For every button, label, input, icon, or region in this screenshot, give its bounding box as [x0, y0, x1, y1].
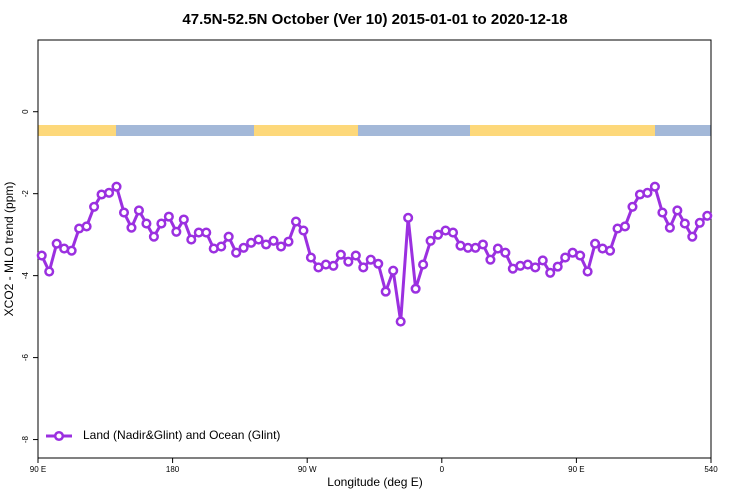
data-point [642, 187, 653, 198]
data-point [186, 234, 197, 245]
land-band [38, 125, 116, 136]
x-tick-label: 540 [704, 465, 718, 474]
data-point [582, 266, 593, 277]
data-point [103, 187, 115, 198]
y-tick-label: -4 [21, 272, 30, 280]
data-point [694, 217, 705, 228]
data-point [171, 226, 182, 237]
y-tick-label: -6 [21, 353, 30, 361]
legend-label: Land (Nadir&Glint) and Ocean (Glint) [83, 428, 280, 442]
data-point [545, 267, 556, 278]
data-point [118, 207, 130, 218]
data-point [373, 258, 384, 269]
data-point [380, 286, 391, 297]
x-tick-label: 90 E [30, 465, 46, 474]
data-point [328, 260, 339, 271]
data-point [253, 234, 264, 245]
data-point [403, 212, 414, 223]
data-point [350, 250, 361, 261]
y-tick-label: -8 [21, 435, 30, 443]
data-point [418, 259, 429, 270]
x-tick-label: 180 [166, 465, 180, 474]
data-point [679, 218, 690, 229]
data-point [163, 211, 174, 222]
data-point [201, 227, 212, 238]
data-point [492, 243, 503, 254]
data-point [605, 245, 616, 256]
surface-strip [38, 125, 711, 136]
data-point [657, 207, 668, 218]
data-point [216, 241, 227, 252]
data-point [477, 239, 488, 250]
data-point [575, 250, 586, 261]
data-point [358, 262, 369, 273]
data-point [126, 222, 137, 233]
data-point [627, 201, 638, 212]
data-point [238, 242, 249, 253]
data-point [410, 283, 421, 294]
data-point [590, 238, 601, 249]
data-point [231, 247, 242, 258]
data-point [433, 229, 444, 240]
data-point [111, 181, 122, 192]
data-point [388, 265, 399, 276]
plot-frame [37, 39, 712, 459]
data-point [365, 254, 376, 265]
data-point [672, 205, 683, 216]
data-point [664, 222, 675, 233]
data-point [156, 218, 167, 229]
data-point [36, 250, 47, 261]
y-axis-label: XCO2 - MLO trend (ppm) [2, 182, 16, 317]
data-point [178, 214, 189, 225]
data-point [447, 227, 459, 238]
y-tick-label: 0 [21, 109, 30, 114]
data-point [89, 201, 100, 212]
data-point [649, 181, 660, 192]
data-point [335, 249, 346, 260]
data-point [552, 261, 563, 272]
x-axis-label: Longitude (deg E) [327, 475, 422, 489]
legend-marker [53, 430, 65, 442]
data-point [702, 210, 713, 221]
land-band [470, 125, 655, 136]
data-point [51, 238, 62, 249]
chart-title: 47.5N-52.5N October (Ver 10) 2015-01-01 … [182, 11, 567, 28]
land-band [254, 125, 358, 136]
data-point [261, 239, 272, 250]
data-point [290, 216, 302, 227]
data-point [275, 241, 287, 252]
data-point [305, 252, 316, 263]
ocean-band [358, 125, 470, 136]
data-point [560, 252, 571, 263]
data-point [268, 235, 279, 246]
data-point [141, 218, 152, 229]
data-point [148, 231, 159, 242]
data-point [133, 205, 144, 216]
ocean-band [116, 125, 254, 136]
x-tick-label: 0 [440, 465, 445, 474]
x-tick-label: 90 E [568, 465, 584, 474]
x-tick-label: 90 W [298, 465, 317, 474]
data-point [425, 235, 436, 246]
data-point [298, 225, 309, 236]
data-point [395, 316, 406, 327]
data-point [530, 262, 541, 273]
data-point [283, 236, 294, 247]
data-point [500, 247, 511, 258]
data-point [44, 266, 55, 277]
data-point [223, 231, 234, 242]
data-point [485, 254, 496, 265]
data-point [687, 231, 698, 242]
data-point [343, 256, 354, 267]
data-point [81, 221, 92, 232]
data-point [537, 255, 548, 266]
data-point [66, 245, 77, 256]
ocean-band [655, 125, 711, 136]
data-point [619, 221, 631, 232]
y-tick-label: -2 [21, 190, 30, 198]
